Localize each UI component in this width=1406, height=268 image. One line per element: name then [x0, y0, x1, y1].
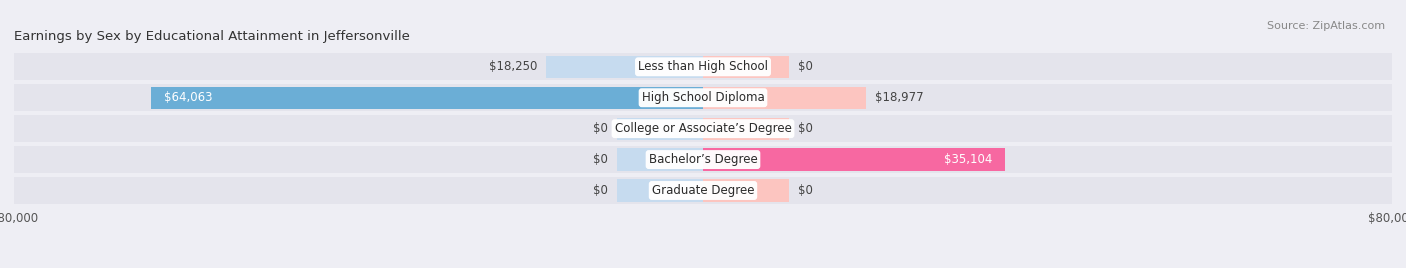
Text: $0: $0 [797, 122, 813, 135]
Text: $0: $0 [593, 184, 609, 197]
Text: Earnings by Sex by Educational Attainment in Jeffersonville: Earnings by Sex by Educational Attainmen… [14, 30, 411, 43]
Bar [617, 117, 703, 140]
Text: $35,104: $35,104 [943, 153, 993, 166]
Text: Less than High School: Less than High School [638, 60, 768, 73]
Bar [617, 179, 703, 202]
Bar [703, 179, 789, 202]
Text: $0: $0 [593, 153, 609, 166]
Bar [14, 177, 1392, 204]
Text: $64,063: $64,063 [165, 91, 212, 104]
Bar [617, 148, 703, 171]
Text: Source: ZipAtlas.com: Source: ZipAtlas.com [1267, 21, 1385, 31]
Text: High School Diploma: High School Diploma [641, 91, 765, 104]
Text: $0: $0 [797, 60, 813, 73]
Bar [703, 87, 866, 109]
Text: Graduate Degree: Graduate Degree [652, 184, 754, 197]
Text: Bachelor’s Degree: Bachelor’s Degree [648, 153, 758, 166]
Text: College or Associate’s Degree: College or Associate’s Degree [614, 122, 792, 135]
Bar [703, 148, 1005, 171]
Bar [152, 87, 703, 109]
Text: $18,250: $18,250 [489, 60, 537, 73]
Bar [546, 56, 703, 78]
Text: $18,977: $18,977 [875, 91, 924, 104]
Bar [14, 53, 1392, 80]
Bar [703, 117, 789, 140]
Text: $0: $0 [593, 122, 609, 135]
Bar [703, 56, 789, 78]
Bar [14, 115, 1392, 142]
Text: $0: $0 [797, 184, 813, 197]
Bar [14, 146, 1392, 173]
Bar [14, 84, 1392, 111]
